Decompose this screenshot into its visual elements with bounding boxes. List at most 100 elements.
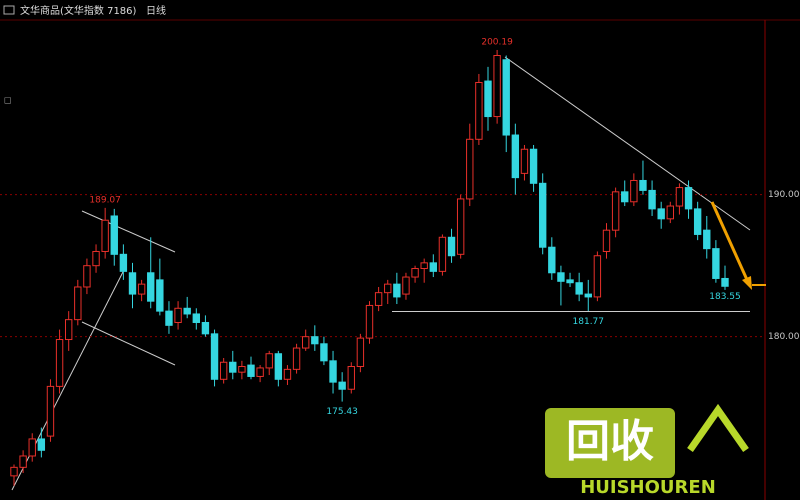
arrow-head — [742, 276, 752, 290]
header-title: 文华商品(文华指数 7186) — [20, 4, 137, 17]
icon — [3, 5, 15, 15]
y-tick-label: 190.00 — [768, 190, 800, 200]
candle-body — [265, 353, 273, 369]
watermark-logo: 回收 — [566, 416, 654, 467]
candle-body — [28, 438, 36, 457]
candle-body — [384, 283, 392, 294]
watermark: 回收 HUISHOUREN — [545, 403, 749, 498]
candle-body — [593, 255, 602, 298]
candle-body — [566, 279, 574, 284]
candle-body — [110, 215, 118, 255]
candle-body — [183, 307, 191, 315]
candle-body — [83, 265, 91, 288]
candle-body — [393, 283, 401, 298]
candle-body — [329, 360, 337, 383]
candle-body — [520, 148, 529, 174]
candle-body — [128, 272, 137, 295]
candle-body — [256, 367, 264, 377]
candle-body — [721, 277, 729, 287]
candle-body — [374, 292, 383, 306]
candle-body — [621, 191, 629, 203]
candle-body — [438, 236, 447, 272]
candle-body — [484, 80, 492, 118]
candle-body — [365, 304, 374, 339]
candle-body — [219, 361, 228, 380]
candle-body — [466, 138, 474, 200]
candle-body — [703, 229, 711, 250]
candle-body — [147, 272, 155, 302]
candle-body — [156, 279, 164, 312]
candle-body — [37, 438, 46, 451]
candle-body — [356, 337, 365, 368]
candle-body — [675, 187, 684, 207]
candle-body — [210, 333, 219, 380]
price-annotation: 189.07 — [89, 195, 121, 205]
candle-body — [611, 191, 620, 231]
candle-body — [320, 343, 328, 362]
candle-body — [447, 236, 456, 257]
watermark-brand: HUISHOUREN — [580, 477, 716, 498]
candle-body — [311, 336, 319, 345]
candle-body — [420, 262, 428, 270]
candle-body — [247, 364, 255, 377]
candle-body — [630, 179, 638, 203]
candle-body — [657, 208, 665, 220]
candle-body — [548, 246, 556, 274]
candle-body — [137, 283, 146, 295]
candle-body — [238, 366, 246, 373]
candle-body — [101, 219, 109, 252]
candle-body — [557, 272, 565, 282]
header-period: 日线 — [146, 4, 166, 17]
candle-body — [192, 313, 200, 323]
candle-body — [475, 81, 483, 140]
logo-mark — [687, 403, 749, 453]
candle-body — [201, 321, 210, 335]
arrow — [710, 201, 750, 283]
trend-line — [504, 56, 751, 231]
candle-body — [338, 381, 346, 390]
logo-box — [545, 408, 675, 478]
candle-body — [229, 361, 237, 373]
candle-body — [648, 189, 656, 210]
candle-body — [46, 385, 55, 437]
candle-body — [174, 307, 182, 323]
candle-body — [65, 319, 73, 341]
candle-body — [19, 455, 27, 468]
candle-body — [684, 187, 693, 210]
y-tick-label: 180.00 — [768, 332, 800, 342]
candle-body — [165, 310, 173, 326]
candle-body — [274, 353, 283, 380]
candle-body — [429, 262, 437, 272]
price-annotation: 200.19 — [481, 37, 513, 47]
candle-body — [456, 198, 465, 255]
candle-body — [602, 229, 611, 252]
candle-body — [575, 282, 583, 295]
candle-body — [693, 208, 702, 235]
candle-body — [119, 253, 128, 272]
candle-body — [502, 59, 510, 136]
candle-body — [347, 366, 355, 390]
candle-body — [92, 250, 100, 267]
candle-body — [529, 148, 538, 184]
candle-body — [302, 336, 310, 349]
candle-body — [10, 466, 18, 477]
candle-body — [493, 55, 501, 118]
candle-body — [411, 268, 419, 278]
price-annotation: 175.43 — [326, 407, 358, 417]
candle-body — [639, 179, 647, 191]
candle-body — [292, 347, 301, 370]
candle-body — [539, 182, 547, 248]
price-annotation: 181.77 — [573, 317, 605, 327]
candle-body — [584, 293, 592, 298]
candle-body — [712, 248, 720, 279]
trend-line — [81, 321, 176, 366]
candle-body — [511, 134, 520, 179]
price-annotation: 183.55 — [709, 292, 741, 302]
candle-body — [402, 276, 410, 295]
candle-body — [283, 368, 292, 380]
candle-body — [74, 286, 82, 321]
candle-body — [666, 205, 674, 220]
icon: □ — [4, 96, 12, 105]
